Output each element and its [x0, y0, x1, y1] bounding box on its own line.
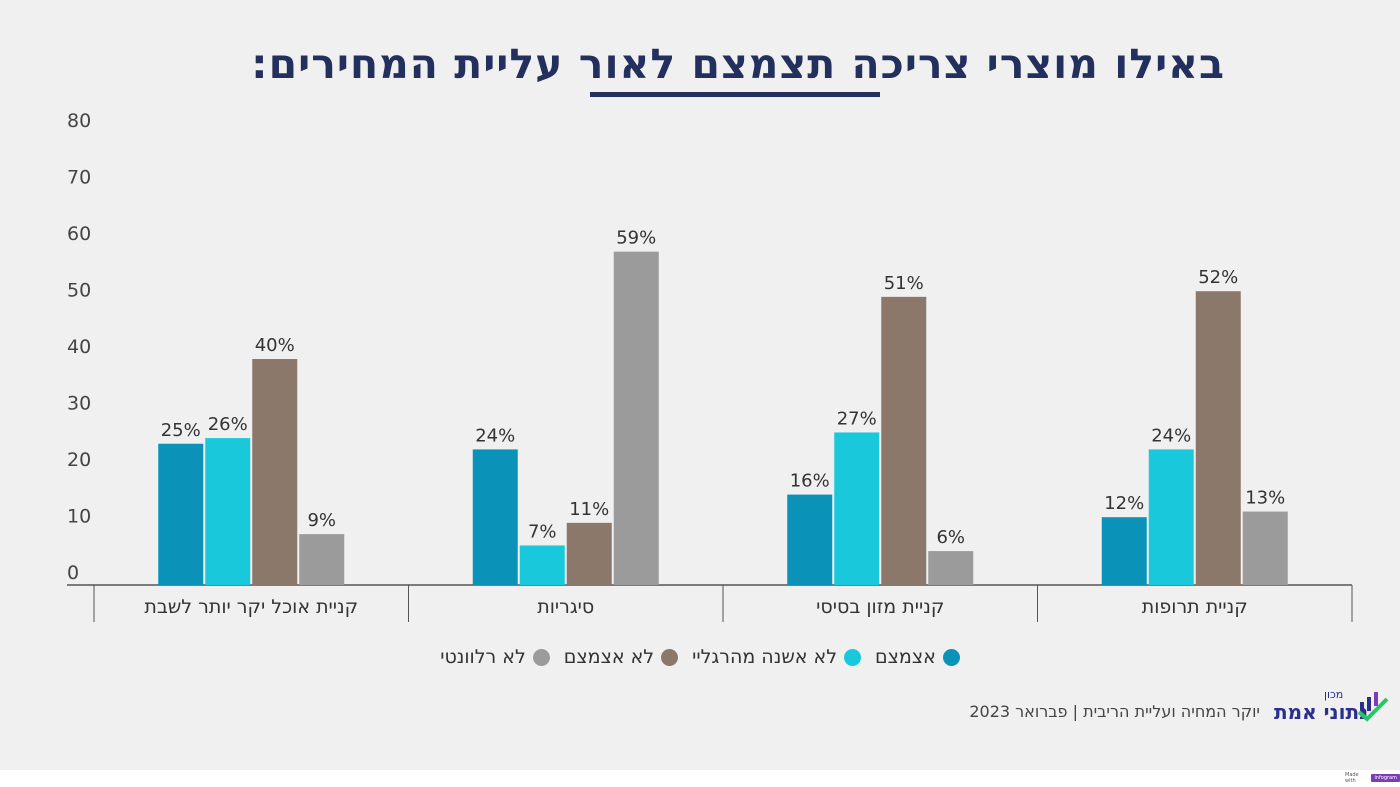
y-tick-label: 40: [67, 336, 91, 358]
y-tick-label: 0: [67, 562, 79, 584]
y-tick-label: 10: [67, 506, 91, 528]
logo: מכון נתוני אמת: [1270, 688, 1390, 728]
legend-swatch: [661, 648, 679, 666]
bar: [1101, 517, 1147, 585]
legend-label: לא אצמצם: [563, 646, 655, 668]
y-tick-label: 30: [67, 393, 91, 415]
legend-item-reduce: אצמצם: [875, 646, 960, 668]
made-with-badge: Made with infogram: [1345, 772, 1400, 784]
legend-swatch: [532, 648, 550, 666]
made-with-brand: infogram: [1371, 774, 1400, 782]
data-label: 7%: [528, 521, 557, 542]
category-label: סיגריות: [537, 596, 594, 618]
bar: [252, 359, 298, 585]
logo-chart-check-icon: [1357, 692, 1389, 722]
bar: [566, 522, 612, 585]
data-label: 25%: [161, 420, 201, 441]
y-tick-label: 50: [67, 280, 91, 302]
category-label: קניית אוכל יקר יותר לשבת: [144, 596, 358, 618]
bar: [1148, 449, 1194, 585]
category-label: קניית תרופות: [1142, 596, 1248, 618]
y-tick-label: 80: [67, 110, 91, 132]
title-underline: [590, 92, 880, 97]
data-label: 24%: [475, 425, 515, 446]
bar: [299, 534, 345, 585]
bar: [1242, 511, 1288, 585]
bar-chart: 0 10 20 30 40 50 60 70 80 25% 26% 40% 9% קניית אוכל י…: [67, 110, 1353, 622]
data-label: 52%: [1198, 267, 1238, 288]
legend-label: אצמצם: [875, 646, 936, 668]
data-label: 26%: [208, 414, 248, 435]
data-label: 11%: [569, 499, 609, 520]
data-label: 24%: [1151, 425, 1191, 446]
data-label: 51%: [884, 273, 924, 294]
y-tick-label: 20: [67, 449, 91, 471]
data-label: 6%: [936, 527, 965, 548]
legend-item-no-change: לא אשנה מהרגליי: [692, 646, 862, 668]
legend-label: לא אשנה מהרגליי: [692, 646, 838, 668]
legend-item-not-relevant: לא רלוונטי: [440, 646, 550, 668]
category-label: קניית מזון בסיסי: [816, 596, 944, 618]
data-label: 12%: [1104, 493, 1144, 514]
chart-title: באילו מוצרי צריכה תצמצם לאור עליית המחיר…: [251, 40, 1225, 88]
data-label: 59%: [616, 228, 656, 249]
bar: [158, 443, 204, 585]
legend-swatch: [844, 648, 862, 666]
y-tick-label: 60: [67, 223, 91, 245]
made-with-text: Made with: [1345, 772, 1359, 784]
bottom-strip: [0, 770, 1400, 787]
bar: [613, 251, 659, 585]
data-label: 40%: [255, 335, 295, 356]
bar: [519, 545, 565, 585]
y-tick-label: 70: [67, 167, 91, 189]
legend-swatch: [942, 648, 960, 666]
legend-item-not-reduce: לא אצמצם: [563, 646, 679, 668]
logo-small-text: מכון: [1324, 688, 1344, 701]
footer-source: יוקר המחיה ועליית הריבית | פברואר 2023: [969, 702, 1260, 721]
data-label: 9%: [307, 510, 336, 531]
logo-main-text: נתוני אמת: [1274, 700, 1369, 724]
chart-legend: אצמצם לא אשנה מהרגליי לא אצמצם לא רלוונט…: [0, 646, 1400, 668]
data-label: 27%: [837, 408, 877, 429]
bar: [205, 438, 251, 585]
data-label: 16%: [790, 471, 830, 492]
bar: [787, 494, 833, 585]
bar: [472, 449, 518, 585]
bar: [881, 296, 927, 585]
data-label: 13%: [1245, 488, 1285, 509]
bar: [928, 551, 974, 585]
legend-label: לא רלוונטי: [440, 646, 526, 668]
bar: [834, 432, 880, 585]
bar: [1195, 291, 1241, 585]
